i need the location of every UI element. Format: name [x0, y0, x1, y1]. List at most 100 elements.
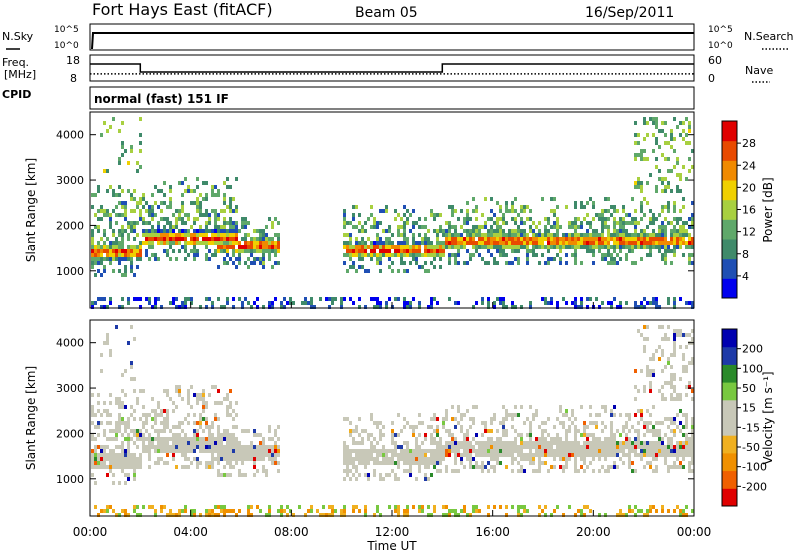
power-cell	[667, 201, 670, 205]
velocity-cell	[460, 441, 463, 445]
power-cell	[232, 241, 235, 245]
velocity-cell	[367, 477, 370, 481]
power-cell	[277, 249, 280, 253]
velocity-cell	[412, 425, 415, 429]
velocity-cell	[640, 417, 643, 421]
velocity-cell	[352, 437, 355, 441]
velocity-cell	[610, 425, 613, 429]
velocity-cell	[667, 361, 670, 365]
velocity-cell	[361, 461, 364, 465]
power-cell	[532, 241, 535, 245]
velocity-cell	[580, 453, 583, 457]
power-cell	[211, 241, 214, 245]
velocity-cell	[232, 465, 235, 469]
power-cell	[139, 209, 142, 213]
power-ytick-label: 4000	[56, 129, 84, 142]
power-cell	[145, 237, 148, 241]
power-cell	[502, 301, 505, 305]
velocity-cell	[214, 449, 217, 453]
velocity-cell	[427, 425, 430, 429]
velocity-cell	[463, 505, 466, 509]
power-cell	[397, 233, 400, 237]
power-cell	[379, 245, 382, 249]
velocity-cell	[436, 429, 439, 433]
power-cell	[166, 229, 169, 233]
power-cell	[217, 193, 220, 197]
velocity-cell	[268, 457, 271, 461]
velocity-cell	[343, 505, 346, 509]
power-cell	[616, 237, 619, 241]
velocity-cell	[655, 421, 658, 425]
power-cell	[643, 233, 646, 237]
velocity-cell	[589, 449, 592, 453]
power-cell	[541, 241, 544, 245]
velocity-cell	[187, 413, 190, 417]
power-cell	[400, 249, 403, 253]
velocity-cell	[133, 389, 136, 393]
power-cell	[325, 297, 328, 301]
velocity-cell	[583, 461, 586, 465]
power-cell	[607, 197, 610, 201]
velocity-cell	[271, 437, 274, 441]
velocity-cell	[196, 437, 199, 441]
power-cell	[586, 297, 589, 301]
velocity-cell	[166, 513, 169, 517]
velocity-cell	[244, 449, 247, 453]
power-cell	[601, 229, 604, 233]
power-cell	[235, 225, 238, 229]
velocity-cell	[91, 393, 94, 397]
velocity-cell	[154, 513, 157, 517]
power-cell	[217, 217, 220, 221]
power-cell	[502, 221, 505, 225]
velocity-cell	[610, 409, 613, 413]
velocity-cell	[376, 449, 379, 453]
power-cell	[160, 241, 163, 245]
velocity-cell	[397, 477, 400, 481]
velocity-cell	[583, 445, 586, 449]
velocity-cell	[502, 441, 505, 445]
velocity-cell	[493, 469, 496, 473]
power-cell	[661, 181, 664, 185]
power-cell	[403, 253, 406, 257]
power-cell	[181, 205, 184, 209]
power-cell	[184, 245, 187, 249]
power-cell	[574, 305, 577, 309]
power-cell	[358, 265, 361, 269]
velocity-cell	[187, 457, 190, 461]
velocity-cell	[676, 425, 679, 429]
velocity-cell	[619, 433, 622, 437]
velocity-cell	[439, 461, 442, 465]
velocity-cell	[418, 465, 421, 469]
power-cell	[118, 129, 121, 133]
power-cell	[610, 213, 613, 217]
velocity-cell	[598, 445, 601, 449]
velocity-cell	[643, 389, 646, 393]
velocity-cell	[589, 421, 592, 425]
velocity-cell	[187, 393, 190, 397]
power-cell	[484, 237, 487, 241]
velocity-cell	[406, 421, 409, 425]
velocity-cell	[571, 421, 574, 425]
velocity-cell	[139, 389, 142, 393]
power-cell	[400, 225, 403, 229]
velocity-cell	[106, 457, 109, 461]
power-cell	[409, 229, 412, 233]
velocity-cell	[619, 509, 622, 513]
velocity-cell	[103, 453, 106, 457]
velocity-cell	[691, 357, 694, 361]
velocity-cell	[430, 453, 433, 457]
velocity-cell	[142, 421, 145, 425]
power-cell	[487, 237, 490, 241]
velocity-cell	[526, 509, 529, 513]
power-cell	[115, 221, 118, 225]
velocity-cell	[121, 445, 124, 449]
power-cell	[640, 245, 643, 249]
velocity-cell	[628, 465, 631, 469]
power-cell	[532, 233, 535, 237]
velocity-cell	[172, 441, 175, 445]
velocity-cell	[97, 421, 100, 425]
velocity-cell	[427, 465, 430, 469]
velocity-cell	[655, 445, 658, 449]
velocity-colorbar-tick-label: -100	[742, 461, 767, 474]
power-cell	[430, 245, 433, 249]
